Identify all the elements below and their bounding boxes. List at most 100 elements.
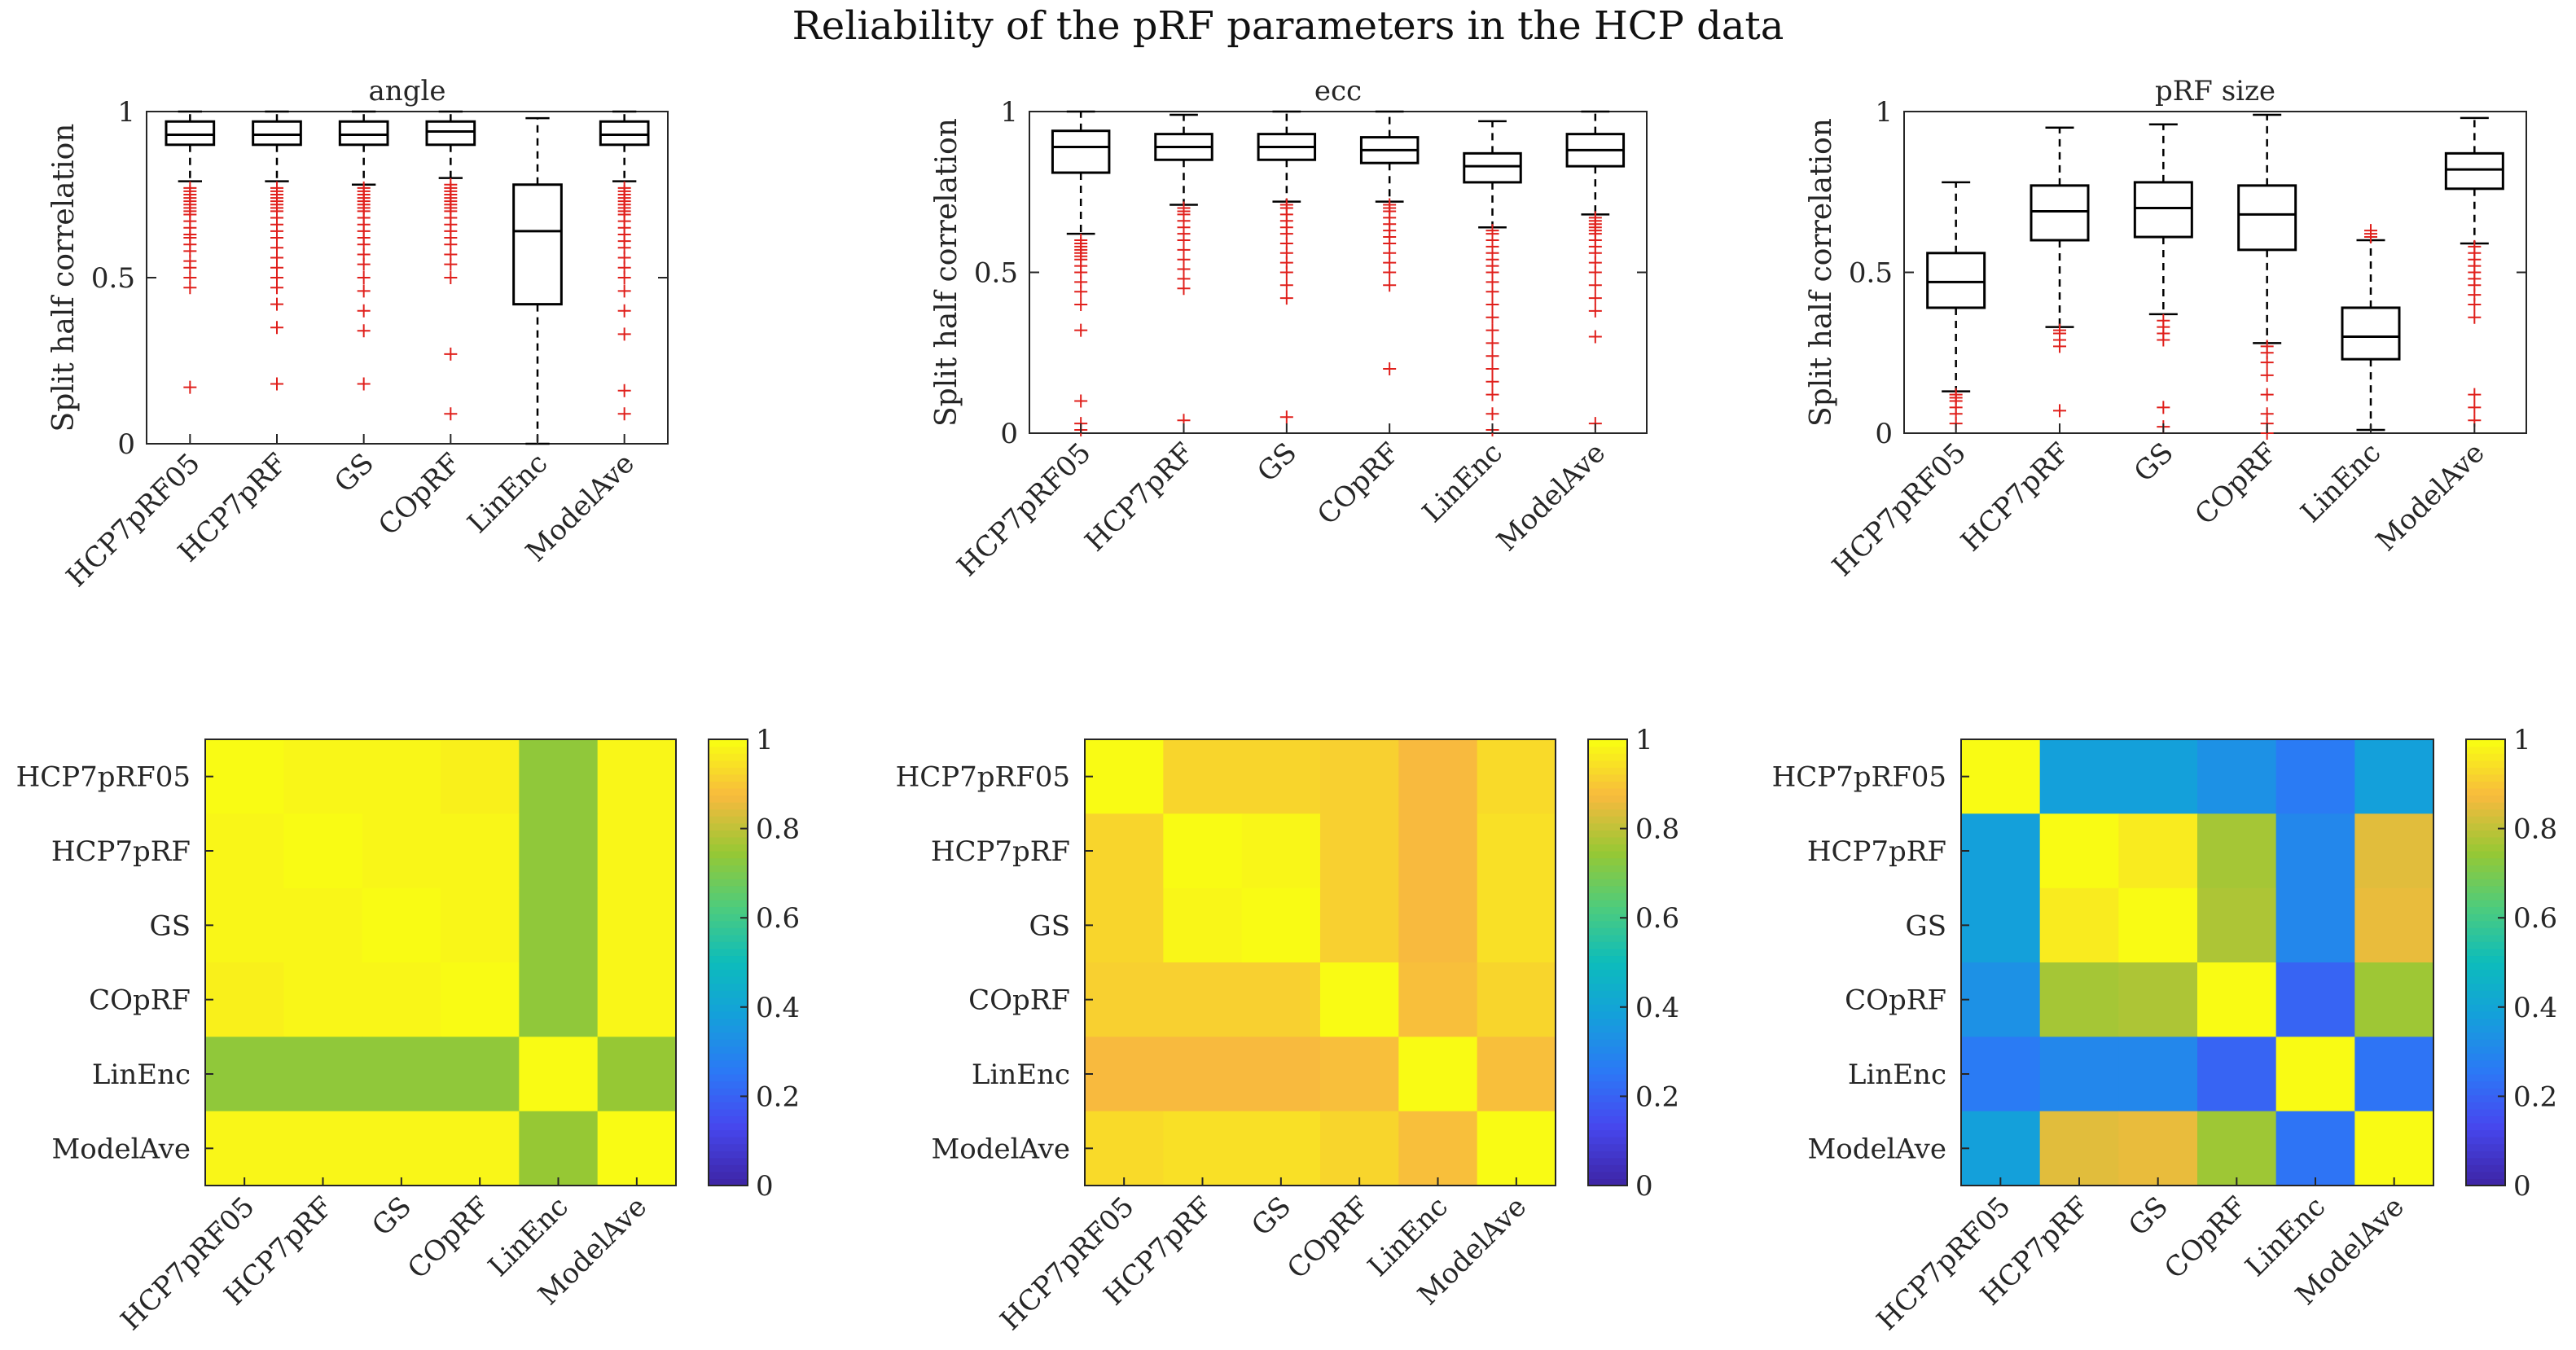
colorbar-segment bbox=[1588, 1178, 1627, 1186]
box-iqr bbox=[1463, 151, 1522, 184]
x-tick-label: HCP7pRF05 bbox=[951, 436, 1098, 583]
colorbar-tick-label: 0.8 bbox=[756, 813, 800, 846]
outlier-marker bbox=[357, 181, 371, 195]
row-label: HCP7pRF bbox=[51, 835, 191, 868]
box-LinEnc bbox=[2341, 224, 2401, 432]
colorbar-segment bbox=[709, 948, 748, 957]
colorbar-segment bbox=[1588, 1025, 1627, 1033]
heatmap-cell bbox=[2354, 962, 2434, 1037]
heatmap-cell bbox=[1241, 1037, 1321, 1112]
heatmap-cell bbox=[2039, 888, 2119, 963]
colorbar-segment bbox=[709, 1151, 748, 1159]
heatmap-cell bbox=[1320, 813, 1399, 889]
colorbar: 0 0.2 0.4 0.6 0.8 1 bbox=[2465, 724, 2557, 1203]
col-label: GS bbox=[2122, 1190, 2174, 1243]
colorbar-segment bbox=[2466, 1171, 2505, 1180]
outlier-marker bbox=[1949, 388, 1963, 401]
heatmap-cell bbox=[441, 1037, 520, 1112]
colorbar-segment bbox=[1588, 1164, 1627, 1172]
colorbar-segment bbox=[709, 1116, 748, 1124]
colorbar-segment bbox=[2466, 927, 2505, 936]
colorbar-segment bbox=[1588, 857, 1627, 866]
colorbar-segment bbox=[1588, 1045, 1627, 1054]
box-ModelAve bbox=[599, 110, 650, 421]
plot-frame bbox=[1903, 111, 2527, 434]
heatmap-cell bbox=[1398, 813, 1478, 889]
colorbar-segment bbox=[1588, 927, 1627, 936]
colorbar-segment bbox=[2466, 955, 2505, 963]
colorbar-segment bbox=[2466, 1018, 2505, 1026]
box-iqr bbox=[2133, 181, 2193, 239]
colorbar-segment bbox=[709, 1004, 748, 1012]
colorbar-segment bbox=[709, 1137, 748, 1145]
colorbar-segment bbox=[2466, 851, 2505, 859]
row-label: GS bbox=[1029, 909, 1070, 942]
colorbar-segment bbox=[1588, 1004, 1627, 1012]
x-tick-label: GS bbox=[2128, 436, 2180, 489]
colorbar-segment bbox=[709, 844, 748, 852]
colorbar-frame bbox=[708, 739, 748, 1186]
heatmap-cell bbox=[597, 1111, 677, 1186]
heatmap-cell bbox=[1163, 813, 1243, 889]
row-label: GS bbox=[1906, 909, 1946, 942]
heatmap-cell bbox=[1320, 1111, 1399, 1186]
colorbar-segment bbox=[709, 809, 748, 817]
colorbar-segment bbox=[709, 1122, 748, 1131]
heatmap-cell bbox=[519, 1111, 599, 1186]
colorbar-segment bbox=[2466, 774, 2505, 782]
colorbar-segment bbox=[2466, 1039, 2505, 1047]
colorbar-segment bbox=[1588, 969, 1627, 977]
outlier-marker bbox=[1383, 198, 1397, 212]
colorbar-segment bbox=[2466, 746, 2505, 754]
box-HCP7pRF bbox=[252, 110, 302, 391]
colorbar: 0 0.2 0.4 0.6 0.8 1 bbox=[1587, 724, 1679, 1203]
outlier-marker bbox=[357, 324, 371, 338]
heatmap-cell bbox=[2354, 813, 2434, 889]
x-tick-label: COpRF bbox=[372, 447, 467, 542]
colorbar-segment bbox=[709, 914, 748, 922]
colorbar-segment bbox=[709, 1108, 748, 1116]
heatmap-cell bbox=[1477, 813, 1556, 889]
heatmap-cell bbox=[2118, 813, 2198, 889]
colorbar-segment bbox=[2466, 865, 2505, 873]
heatmap-cell bbox=[1961, 1111, 2041, 1186]
y-tick-label: 0 bbox=[1000, 418, 1018, 450]
heatmap-cell bbox=[1961, 813, 2041, 889]
colorbar-segment bbox=[1588, 746, 1627, 754]
colorbar-segment bbox=[1588, 1151, 1627, 1159]
heatmap-frame bbox=[1960, 739, 2434, 1186]
colorbar-segment bbox=[2466, 857, 2505, 866]
box-HCP7pRF05 bbox=[1051, 110, 1111, 437]
colorbar-segment bbox=[1588, 1080, 1627, 1089]
colorbar-segment bbox=[2466, 1178, 2505, 1186]
box-HCP7pRF05 bbox=[1926, 181, 1986, 431]
heatmap-cell bbox=[2275, 1111, 2355, 1186]
colorbar-segment bbox=[1588, 787, 1627, 796]
box-ModelAve bbox=[1565, 110, 1626, 431]
heatmap-cell bbox=[205, 888, 284, 963]
heatmap-cell bbox=[1085, 1111, 1164, 1186]
outlier-marker bbox=[1588, 304, 1602, 318]
heatmap-cell bbox=[1961, 962, 2041, 1037]
heatmap-cell bbox=[1398, 739, 1478, 814]
outlier-marker bbox=[1588, 278, 1602, 292]
colorbar-segment bbox=[1588, 906, 1627, 914]
colorbar-segment bbox=[2466, 1157, 2505, 1165]
heatmap-cell bbox=[2118, 739, 2198, 814]
colorbar-segment bbox=[2466, 1129, 2505, 1137]
colorbar-tick-label: 0.2 bbox=[756, 1080, 800, 1113]
outlier-marker bbox=[444, 407, 458, 421]
colorbar-tick-label: 0.4 bbox=[1635, 992, 1679, 1024]
heatmap-cell bbox=[1477, 1111, 1556, 1186]
heatmap-cell bbox=[205, 962, 284, 1037]
col-label: HCP7pRF05 bbox=[994, 1190, 1141, 1337]
colorbar-tick-label: 1 bbox=[1635, 724, 1653, 756]
colorbar-segment bbox=[2466, 1045, 2505, 1054]
colorbar-segment bbox=[709, 941, 748, 949]
box-HCP7pRF bbox=[1154, 113, 1213, 427]
outlier-marker bbox=[357, 284, 371, 298]
box-iqr bbox=[338, 120, 389, 147]
heatmap-cell bbox=[362, 813, 441, 889]
chart-title: angle bbox=[369, 75, 446, 107]
heatmap-cell bbox=[1320, 888, 1399, 963]
